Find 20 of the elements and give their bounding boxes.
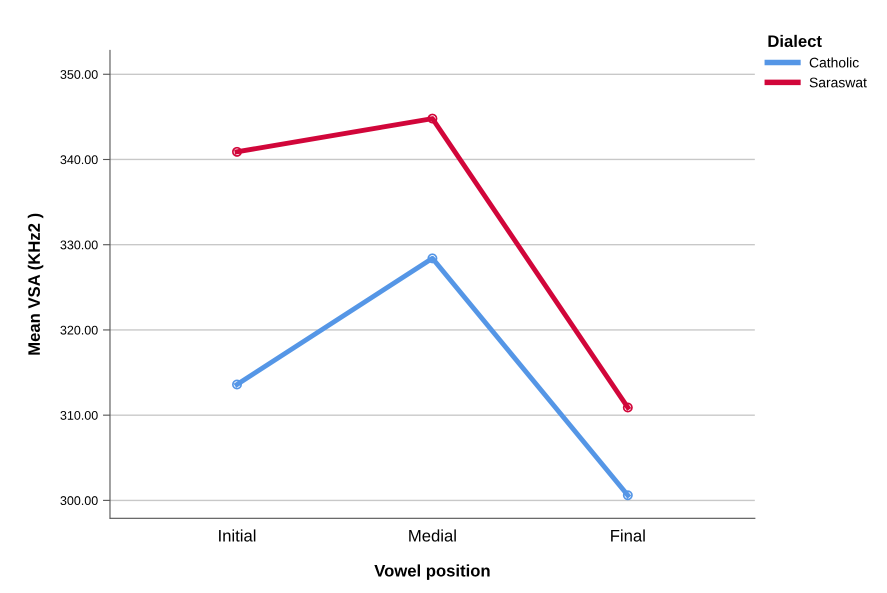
y-tick-label: 310.00 bbox=[60, 410, 98, 420]
x-tick-label: Initial bbox=[219, 529, 256, 542]
x-tick-label: Final bbox=[611, 529, 645, 542]
legend-title: Dialect bbox=[768, 34, 822, 48]
y-tick-label: 350.00 bbox=[60, 70, 98, 79]
point bbox=[622, 490, 633, 500]
y-tick-label: 330.00 bbox=[60, 240, 98, 250]
x-tick-label: Medial bbox=[409, 529, 456, 542]
y-tick-label: 340.00 bbox=[60, 155, 98, 164]
point bbox=[232, 379, 242, 390]
legend-label: Catholic bbox=[810, 57, 859, 68]
point bbox=[427, 114, 438, 124]
point bbox=[427, 253, 438, 264]
point bbox=[622, 402, 633, 412]
legend-label: Saraswat bbox=[810, 78, 867, 88]
y-axis-title: Mean VSA (KHz2 ) bbox=[28, 214, 44, 355]
point bbox=[232, 146, 242, 157]
y-tick-label: 320.00 bbox=[60, 326, 98, 335]
y-tick-label: 300.00 bbox=[60, 496, 98, 506]
x-axis-title: Vowel position bbox=[374, 564, 490, 580]
